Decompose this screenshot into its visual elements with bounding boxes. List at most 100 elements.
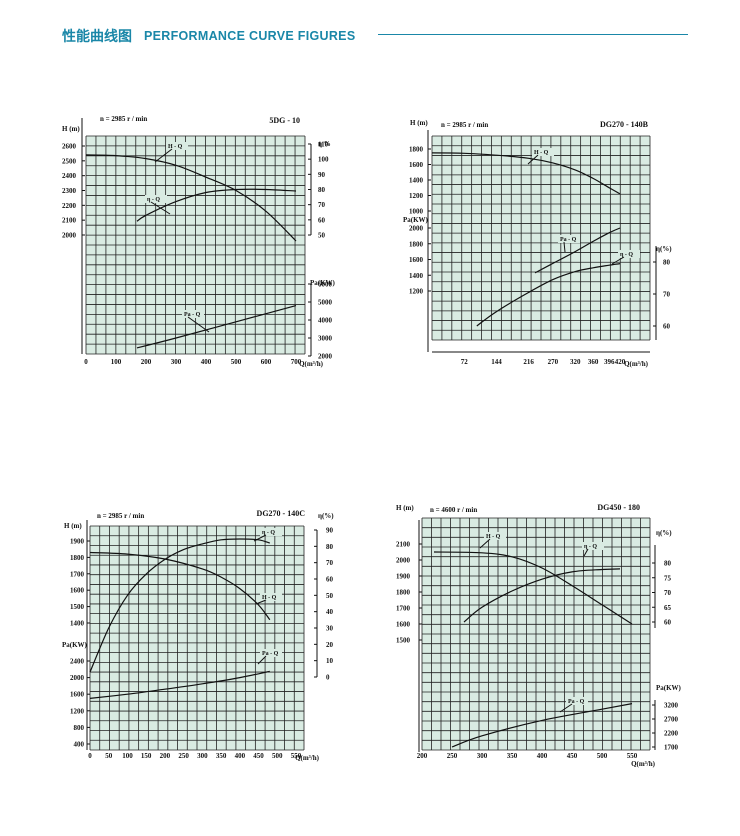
right-tick-label: 2000 bbox=[318, 353, 333, 361]
x-axis-label: Q(m³/h) bbox=[624, 360, 649, 368]
right-tick-label: 10 bbox=[326, 657, 334, 665]
left-tick-label: 1800 bbox=[409, 240, 424, 248]
left-tick-label: 1500 bbox=[396, 637, 411, 645]
x-tick-label: 550 bbox=[627, 752, 638, 760]
left-tick-label: 2000 bbox=[62, 232, 77, 240]
speed-label: n = 4600 r / min bbox=[430, 506, 477, 514]
series-label-leader bbox=[150, 201, 171, 215]
x-tick-label: 250 bbox=[447, 752, 458, 760]
chart-title: 5DG - 10 bbox=[269, 116, 300, 125]
left-tick-label: 2100 bbox=[62, 217, 77, 225]
right-tick-label: 80 bbox=[326, 543, 334, 551]
left-tick-label: 1400 bbox=[409, 272, 424, 280]
series-label: Pa - Q bbox=[560, 237, 577, 243]
left-tick-label: 2600 bbox=[62, 143, 77, 151]
right-tick-label: 80 bbox=[663, 259, 671, 267]
left-tick-label: 400 bbox=[74, 741, 85, 749]
left-tick-label: 1700 bbox=[70, 570, 85, 578]
left-tick-label: 2200 bbox=[62, 202, 77, 210]
series-label: Pa - Q bbox=[568, 699, 585, 705]
left-tick-label: 2400 bbox=[70, 658, 85, 666]
series-q-line bbox=[463, 568, 621, 623]
right-tick-label: 0 bbox=[326, 674, 330, 682]
series-label: η - Q bbox=[147, 197, 160, 203]
left-tick-label: 2000 bbox=[70, 674, 85, 682]
right-tick-label: 40 bbox=[326, 608, 334, 616]
chart-title: DG270 - 140C bbox=[257, 509, 306, 518]
left-tick-label: 2000 bbox=[396, 557, 411, 565]
left-tick-label: 1200 bbox=[70, 707, 85, 715]
series-label: η - Q bbox=[262, 530, 275, 536]
right-axis-title: η(%) bbox=[318, 512, 334, 520]
right-tick-label: 5000 bbox=[318, 299, 333, 307]
left-axis-title: Pa(KW) bbox=[62, 641, 88, 649]
left-tick-label: 2000 bbox=[409, 225, 424, 233]
left-axis-title: H (m) bbox=[62, 125, 80, 133]
x-tick-label: 550 bbox=[291, 752, 302, 760]
series-pa-q-line bbox=[136, 305, 297, 349]
series-label-bg bbox=[582, 542, 604, 550]
left-tick-label: 1900 bbox=[396, 573, 411, 581]
right-tick-label: 20 bbox=[326, 641, 334, 649]
series-label-bg bbox=[182, 310, 204, 318]
x-tick-label: 250 bbox=[178, 752, 189, 760]
series-label-leader bbox=[583, 548, 589, 557]
left-axis-title: H (m) bbox=[396, 504, 414, 512]
header-rule bbox=[378, 34, 688, 35]
right-tick-label: 50 bbox=[326, 592, 334, 600]
x-axis-label: Q(m³/h) bbox=[299, 360, 324, 368]
series-label-bg bbox=[260, 649, 282, 657]
right-tick-label: 30 bbox=[326, 625, 334, 633]
right-axis-title: η(%) bbox=[656, 529, 672, 537]
x-tick-label: 200 bbox=[417, 752, 428, 760]
series-label-leader bbox=[611, 256, 625, 265]
x-tick-label: 150 bbox=[141, 752, 152, 760]
series-h-q-line bbox=[431, 152, 621, 195]
x-tick-label: 144 bbox=[491, 358, 502, 366]
x-tick-label: 450 bbox=[567, 752, 578, 760]
left-tick-label: 1000 bbox=[409, 208, 424, 216]
series-label-bg bbox=[166, 142, 188, 150]
right-axis-title: η % bbox=[318, 140, 331, 148]
x-tick-label: 400 bbox=[235, 752, 246, 760]
x-tick-label: 72 bbox=[461, 358, 469, 366]
right-tick-label: 90 bbox=[326, 527, 334, 535]
left-tick-label: 1900 bbox=[70, 538, 85, 546]
series-label-leader bbox=[255, 599, 267, 605]
left-tick-label: 2300 bbox=[62, 187, 77, 195]
x-tick-label: 360 bbox=[588, 358, 599, 366]
right-tick-label: 70 bbox=[663, 291, 671, 299]
header-title-cn: 性能曲线图 bbox=[62, 29, 132, 45]
series-q-line bbox=[89, 538, 270, 673]
series-label-bg bbox=[260, 593, 282, 601]
left-axis-title: H (m) bbox=[410, 119, 428, 127]
right-tick-label: 65 bbox=[664, 604, 672, 612]
series-label: η - Q bbox=[584, 544, 597, 550]
series-label-leader bbox=[527, 154, 539, 165]
series-q-line bbox=[476, 263, 621, 327]
series-label-bg bbox=[566, 697, 588, 705]
chart-title: DG270 - 140B bbox=[600, 120, 649, 129]
x-tick-label: 200 bbox=[141, 358, 152, 366]
x-tick-label: 100 bbox=[122, 752, 133, 760]
x-tick-label: 300 bbox=[197, 752, 208, 760]
chart-dg450-180: DG450 - 180 n = 4600 r / min 200 250 300 350 4… bbox=[396, 503, 682, 768]
x-tick-label: 500 bbox=[272, 752, 283, 760]
right-tick-label: 6000 bbox=[318, 281, 333, 289]
right-tick-label: 4000 bbox=[318, 317, 333, 325]
series-label-leader bbox=[479, 538, 491, 549]
series-label-bg bbox=[532, 148, 554, 156]
x-tick-label: 700 bbox=[291, 358, 302, 366]
left-tick-label: 1600 bbox=[409, 161, 424, 169]
series-label: Pa - Q bbox=[184, 312, 201, 318]
x-tick-label: 350 bbox=[507, 752, 518, 760]
left-tick-label: 1400 bbox=[409, 177, 424, 185]
right-tick-label: 110 bbox=[318, 141, 329, 149]
left-tick-label: 1400 bbox=[70, 620, 85, 628]
speed-label: n = 2985 r / min bbox=[441, 121, 488, 129]
speed-label: n = 2985 r / min bbox=[97, 512, 144, 520]
right-tick-label: 80 bbox=[664, 560, 672, 568]
series-pa-q-line bbox=[451, 703, 633, 748]
chart-dg270-140b: DG270 - 140B n = 2985 r / min 72 144 216 270 3… bbox=[403, 119, 672, 368]
